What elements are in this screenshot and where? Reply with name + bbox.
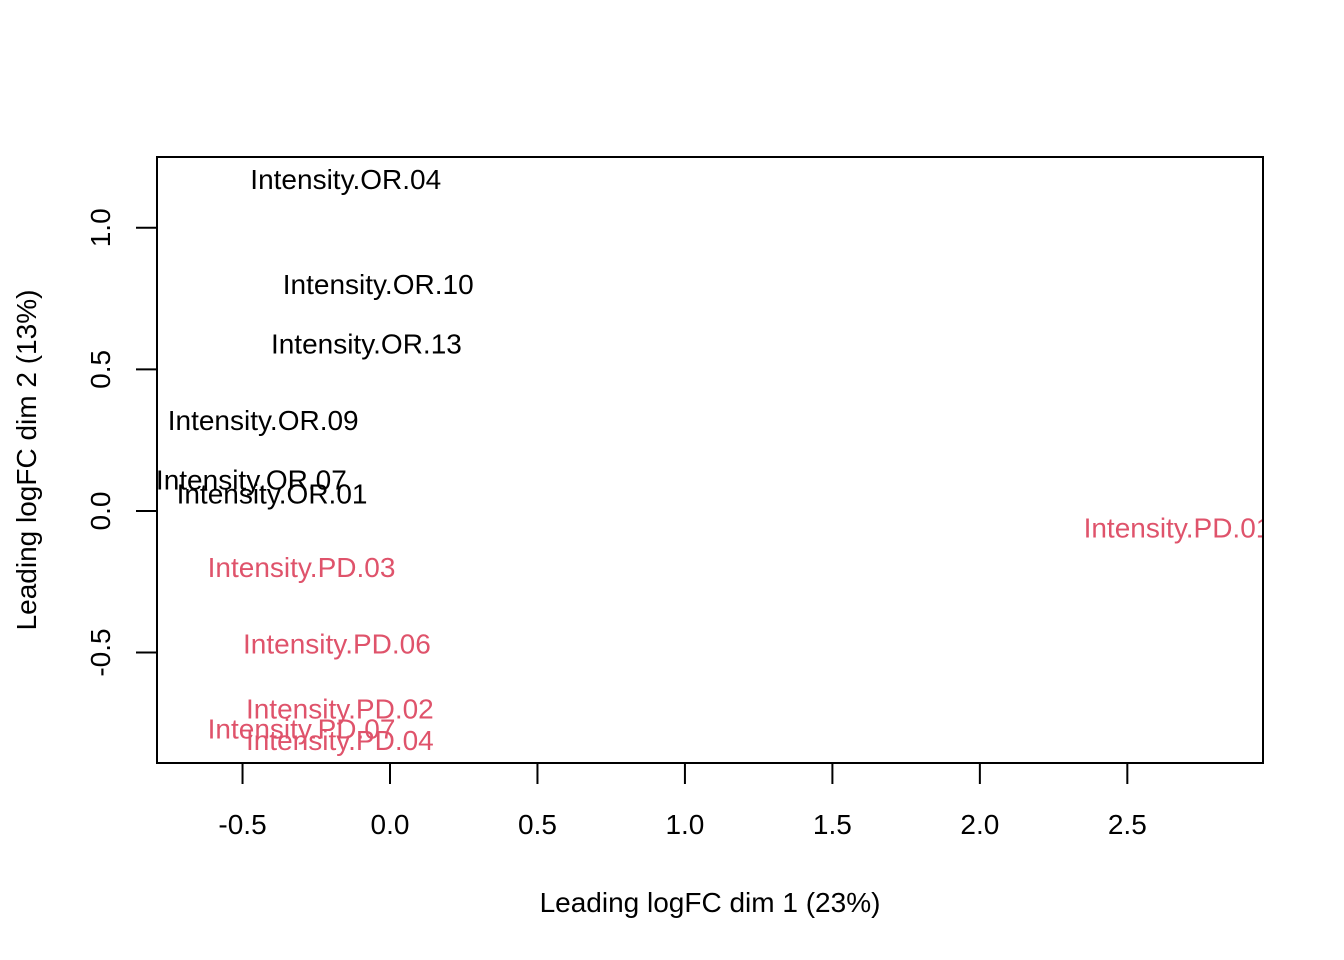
- point-label: Intensity.OR.07: [156, 464, 347, 495]
- x-tick-label: 0.0: [371, 809, 410, 840]
- x-tick-label: 0.5: [518, 809, 557, 840]
- point-label: Intensity.PD.06: [243, 629, 431, 660]
- x-tick-label: 1.0: [665, 809, 704, 840]
- point-label: Intensity.PD.02: [246, 694, 434, 725]
- point-label: Intensity.OR.01: [177, 478, 368, 509]
- x-tick-label: -0.5: [218, 809, 266, 840]
- point-label: Intensity.OR.09: [168, 405, 359, 436]
- y-axis: -0.5 0.0 0.5 1.0: [85, 208, 158, 677]
- point-label: Intensity.OR.10: [283, 269, 474, 300]
- y-tick-label: 1.0: [85, 208, 116, 247]
- point-labels: Intensity.OR.04 Intensity.OR.10 Intensity.…: [156, 164, 1272, 756]
- point-label: Intensity.PD.03: [208, 552, 396, 583]
- y-tick-label: 0.5: [85, 350, 116, 389]
- point-label: Intensity.OR.04: [250, 164, 441, 195]
- point-label: Intensity.PD.07: [208, 714, 396, 745]
- x-tick-label: 1.5: [813, 809, 852, 840]
- x-tick-label: 2.0: [960, 809, 999, 840]
- point-label: Intensity.PD.04: [246, 725, 434, 756]
- plot-frame: [156, 156, 1264, 764]
- y-axis-title: Leading logFC dim 2 (13%): [11, 290, 42, 631]
- point-label: Intensity.PD.01: [1084, 512, 1272, 543]
- point-label: Intensity.OR.13: [271, 328, 462, 359]
- y-tick-label: 0.0: [85, 492, 116, 531]
- x-axis: -0.5 0.0 0.5 1.0 1.5 2.0 2.5: [218, 762, 1147, 840]
- x-axis-title: Leading logFC dim 1 (23%): [540, 887, 881, 918]
- y-tick-label: -0.5: [85, 628, 116, 676]
- x-tick-label: 2.5: [1108, 809, 1147, 840]
